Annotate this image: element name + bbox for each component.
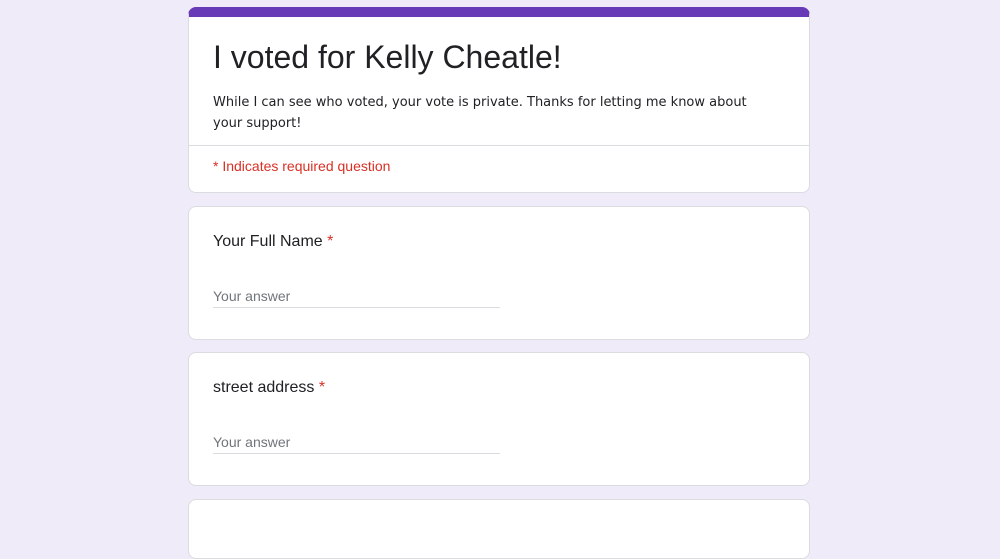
- question-card-next: [188, 499, 810, 559]
- required-star: *: [327, 233, 334, 250]
- full-name-input[interactable]: [213, 285, 500, 308]
- divider: [189, 145, 809, 146]
- question-label: Your Full Name *: [213, 233, 333, 251]
- question-text: street address: [213, 379, 315, 396]
- required-star: *: [318, 379, 326, 396]
- question-card-street-address: street address *: [188, 352, 810, 486]
- question-card-full-name: Your Full Name *: [188, 206, 810, 340]
- question-label: street address *: [213, 379, 325, 397]
- street-address-input[interactable]: [213, 431, 500, 454]
- required-note: * Indicates required question: [213, 158, 391, 174]
- question-text: Your Full Name: [213, 233, 323, 250]
- form-header-card: I voted for Kelly Cheatle! While I can s…: [188, 7, 810, 193]
- form-title: I voted for Kelly Cheatle!: [213, 39, 562, 75]
- form-description: While I can see who voted, your vote is …: [213, 95, 747, 131]
